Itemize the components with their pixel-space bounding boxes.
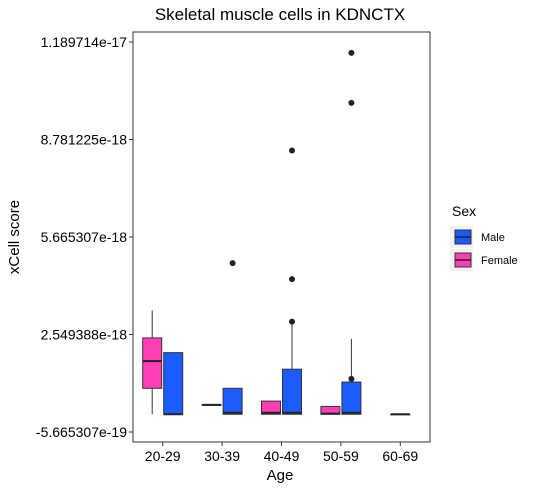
box-male-60-69 xyxy=(390,413,411,416)
y-axis-title: xCell score xyxy=(6,200,23,274)
box-body xyxy=(282,368,302,415)
box-series xyxy=(142,49,411,416)
box-female-20-29 xyxy=(142,310,163,415)
box-body xyxy=(341,381,362,415)
outlier-point xyxy=(348,49,355,56)
box-male-30-39 xyxy=(222,260,243,415)
x-axis-title: Age xyxy=(267,467,294,484)
x-tick-label: 60-69 xyxy=(382,448,418,464)
y-tick-label: 5.665307e-18 xyxy=(41,229,128,245)
box-body xyxy=(261,400,281,415)
x-axis: 20-29 30-39 40-49 50-59 60-69 xyxy=(145,442,418,464)
y-tick-label: 8.781225e-18 xyxy=(41,131,128,147)
x-tick-label: 40-49 xyxy=(264,448,300,464)
y-tick-label: -5.665307e-19 xyxy=(36,424,127,440)
box-male-20-29 xyxy=(163,352,184,416)
outlier-point xyxy=(229,260,236,267)
box-male-50-59 xyxy=(341,49,362,415)
y-axis: -5.665307e-19 2.549388e-18 5.665307e-18 8.7… xyxy=(36,34,133,440)
legend-label-male: Male xyxy=(481,232,505,244)
chart-title: Skeletal muscle cells in KDNCTX xyxy=(155,5,405,24)
outlier-point xyxy=(289,276,295,283)
outlier-point xyxy=(348,99,355,106)
box-body xyxy=(142,337,163,389)
x-tick-label: 20-29 xyxy=(145,448,181,464)
outlier-point xyxy=(289,318,295,325)
legend-title: Sex xyxy=(452,203,476,219)
outlier-point xyxy=(289,147,295,154)
y-tick-label: 2.549388e-18 xyxy=(41,326,128,342)
x-tick-label: 30-39 xyxy=(204,448,240,464)
box-body xyxy=(222,387,243,415)
outlier-point xyxy=(348,375,355,382)
x-tick-label: 50-59 xyxy=(323,448,359,464)
box-body xyxy=(163,352,184,415)
box-female-50-59 xyxy=(320,405,341,415)
y-tick-label: 1.189714e-17 xyxy=(41,34,128,50)
box-female-30-39 xyxy=(201,403,222,406)
legend-label-female: Female xyxy=(481,255,518,267)
legend: Sex Male Female xyxy=(450,203,518,271)
box-male-40-49 xyxy=(282,147,302,415)
box-female-40-49 xyxy=(261,400,281,415)
